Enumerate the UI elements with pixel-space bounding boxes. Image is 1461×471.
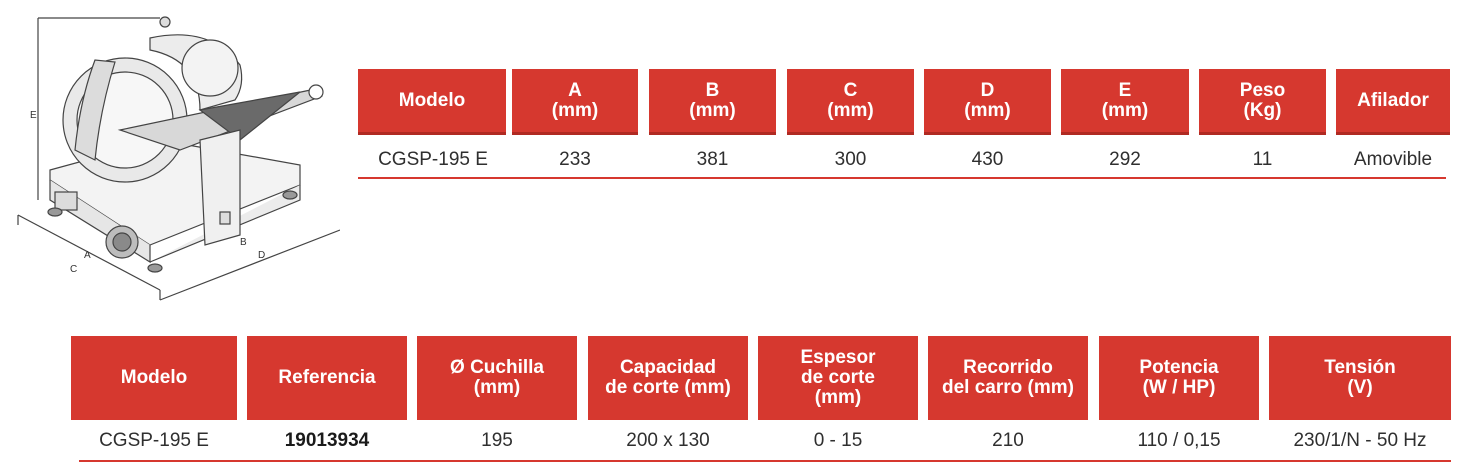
cell-cuchilla: 195 <box>481 430 513 451</box>
dimension-label-b: B <box>240 237 247 248</box>
cell-afilador: Amovible <box>1353 149 1433 170</box>
cell-peso: 11 <box>1252 149 1273 170</box>
cell-espesor: 0 - 15 <box>813 430 863 451</box>
dimension-label-e: E <box>30 110 37 121</box>
header-potencia: Potencia (W / HP) <box>1099 336 1259 420</box>
cell-d: 430 <box>971 149 1004 170</box>
dimension-label-c: C <box>70 264 77 275</box>
cell-modelo: CGSP-195 E <box>378 149 488 170</box>
header-capacidad: Capacidad de corte (mm) <box>588 336 748 420</box>
cell-c: 300 <box>834 149 867 170</box>
cell-b: 381 <box>696 149 729 170</box>
header-modelo: Modelo <box>358 69 506 135</box>
header-cuchilla: Ø Cuchilla (mm) <box>417 336 577 420</box>
header-peso: Peso (Kg) <box>1199 69 1326 135</box>
header-recorrido: Recorrido del carro (mm) <box>928 336 1088 420</box>
row-divider <box>79 460 1451 462</box>
slicer-drawing <box>17 16 340 301</box>
header-modelo: Modelo <box>71 336 237 420</box>
cell-tension: 230/1/N - 50 Hz <box>1293 430 1427 451</box>
header-espesor: Espesor de corte (mm) <box>758 336 918 420</box>
cell-capacidad: 200 x 130 <box>626 430 710 451</box>
slicer-dimension-diagram: A C B D E <box>17 16 340 301</box>
header-c: C (mm) <box>787 69 914 135</box>
cell-e: 292 <box>1109 149 1141 170</box>
cell-recorrido: 210 <box>992 430 1024 451</box>
cell-a: 233 <box>559 149 591 170</box>
header-e: E (mm) <box>1061 69 1189 135</box>
cell-modelo: CGSP-195 E <box>99 430 209 451</box>
cell-potencia: 110 / 0,15 <box>1137 430 1221 451</box>
dimension-label-d: D <box>258 250 265 261</box>
row-divider <box>358 177 1446 179</box>
dimensions-table: Modelo A (mm) B (mm) C (mm) D (mm) E (mm… <box>358 69 1450 181</box>
header-a: A (mm) <box>512 69 638 135</box>
header-afilador: Afilador <box>1336 69 1450 135</box>
header-d: D (mm) <box>924 69 1051 135</box>
dimension-label-a: A <box>84 250 91 261</box>
header-tension: Tensión (V) <box>1269 336 1451 420</box>
header-b: B (mm) <box>649 69 776 135</box>
specifications-table: Modelo Referencia Ø Cuchilla (mm) Capaci… <box>71 336 1451 466</box>
cell-referencia: 19013934 <box>284 430 370 451</box>
header-referencia: Referencia <box>247 336 407 420</box>
